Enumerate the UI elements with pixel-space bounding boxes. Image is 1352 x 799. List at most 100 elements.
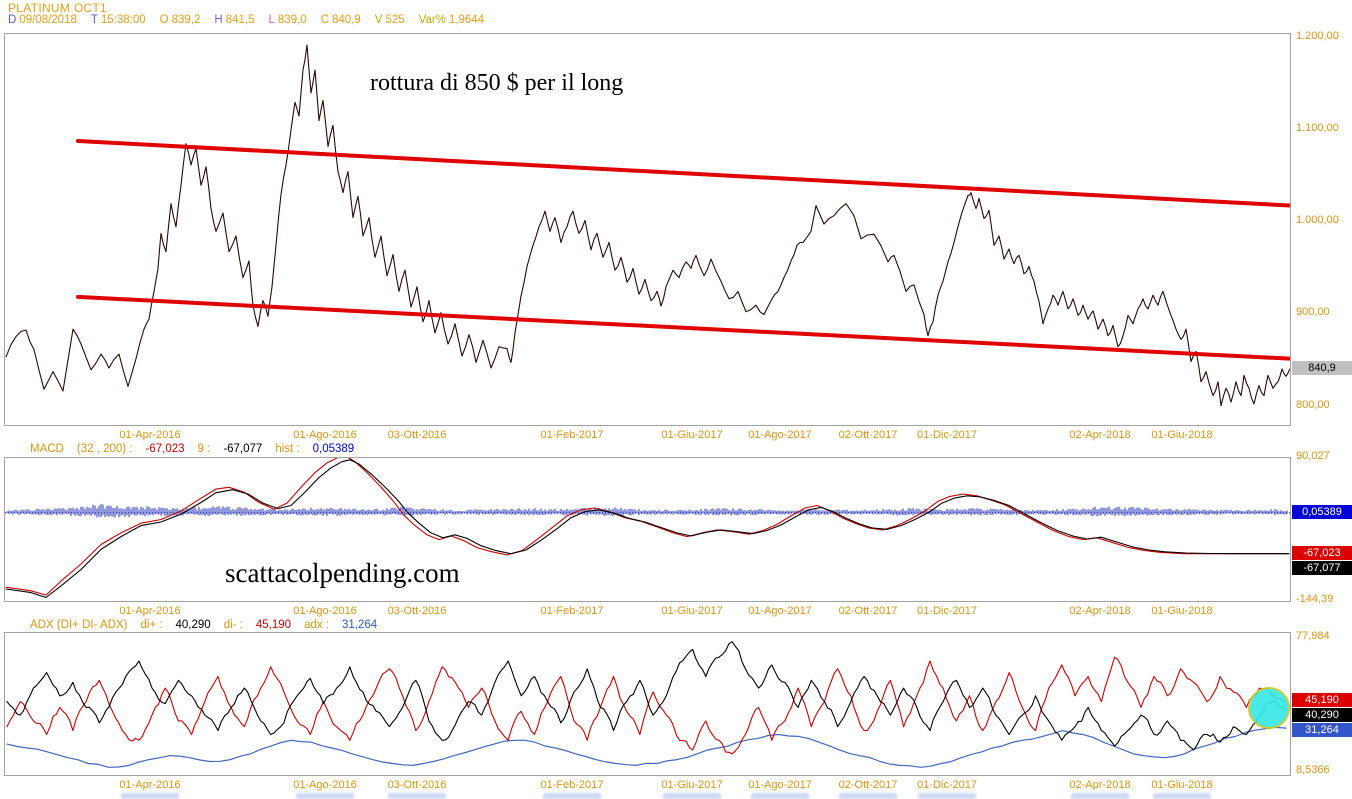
- x-axis-date-label: 01-Dic-2017: [917, 605, 977, 617]
- legend-item: -67,077: [223, 443, 263, 455]
- quote-field-t: T 15:38:00: [91, 14, 146, 26]
- quote-field-label: H: [214, 14, 223, 26]
- x-axis-date-label: 03-Ott-2016: [387, 605, 447, 617]
- quote-field-v: V 525: [375, 14, 405, 26]
- x-axis-date-label: 01-Giu-2018: [1151, 429, 1213, 441]
- legend-item: 0,05389: [312, 443, 355, 455]
- x-axis-date-label: 01-Feb-2017: [540, 429, 604, 441]
- quote-field-h: H 841,5: [214, 14, 254, 26]
- x-axis-date-label: 02-Ott-2017: [838, 779, 898, 791]
- y-axis-tick-label: 1.200,00: [1296, 29, 1339, 42]
- clipped-label-smudge: [1153, 793, 1211, 799]
- x-axis-date-label: 01-Ago-2016: [293, 429, 357, 441]
- y-axis-tick-label: 1.100,00: [1296, 121, 1339, 134]
- quote-field-value: 841,5: [225, 14, 255, 26]
- adx-chart-canvas[interactable]: [4, 632, 1291, 776]
- x-axis-date-label: 02-Ott-2017: [838, 429, 898, 441]
- y-axis-tick-label: -144,39: [1296, 592, 1334, 605]
- legend-item: (32 , 200) :: [76, 443, 133, 455]
- x-axis-date-label: 01-Giu-2018: [1151, 605, 1213, 617]
- series-line: [5, 458, 1290, 596]
- quote-field-l: L 839,0: [269, 14, 307, 26]
- quote-field-value: 1,9644: [448, 14, 485, 26]
- y-axis-tick-label: 800,00: [1296, 398, 1330, 411]
- series-line: [6, 656, 1287, 755]
- x-axis-date-label: 01-Ago-2016: [293, 779, 357, 791]
- clipped-label-smudge: [296, 793, 354, 799]
- x-axis-date-label: 01-Giu-2017: [661, 429, 723, 441]
- x-axis-date-label: 01-Apr-2016: [119, 605, 181, 617]
- clipped-label-smudge: [751, 793, 809, 799]
- x-axis-date-label: 02-Apr-2018: [1069, 605, 1131, 617]
- watermark-text: scattacolpending.com: [225, 558, 460, 588]
- price-chart-canvas[interactable]: [4, 33, 1291, 426]
- y-axis-tick-label: 1.000,00: [1296, 214, 1339, 227]
- quote-field-label: D: [8, 14, 17, 26]
- value-badge: -67,077: [1292, 560, 1352, 575]
- x-axis-date-label: 01-Feb-2017: [540, 779, 604, 791]
- quote-field-label: O: [159, 14, 169, 26]
- x-axis-date-label: 01-Giu-2017: [661, 605, 723, 617]
- legend-item: di- :: [223, 619, 243, 631]
- legend-item: 45,190: [255, 619, 292, 631]
- quote-field-value: 525: [385, 14, 405, 26]
- x-axis-date-label: 02-Apr-2018: [1069, 779, 1131, 791]
- series-line: [5, 459, 1290, 599]
- x-axis-date-label: 02-Ott-2017: [838, 605, 898, 617]
- x-axis-date-label: 01-Apr-2016: [119, 779, 181, 791]
- instrument-title: PLATINUM OCT1: [8, 1, 108, 15]
- quote-field-label: V: [374, 14, 383, 26]
- series-line: [5, 44, 1290, 407]
- legend-item: adx :: [304, 619, 329, 631]
- y-axis-tick-label: 77,984: [1296, 629, 1330, 642]
- clipped-label-smudge: [543, 793, 601, 799]
- x-axis-date-label: 01-Dic-2017: [917, 779, 977, 791]
- quote-field-value: 839,2: [171, 14, 201, 26]
- adx-legend: ADX (DI+ DI- ADX) di+ : 40,290 di- : 45,190 a…: [30, 619, 390, 631]
- y-axis-tick-label: 90,027: [1296, 450, 1330, 462]
- quote-field-d: D 09/08/2018: [8, 14, 77, 26]
- clipped-label-smudge: [121, 793, 179, 799]
- x-axis-date-label: 01-Ago-2017: [748, 605, 812, 617]
- x-axis-date-label: 03-Ott-2016: [387, 429, 447, 441]
- legend-item: 31,264: [342, 619, 378, 631]
- x-axis-date-label: 01-Feb-2017: [540, 605, 604, 617]
- legend-item: di+ :: [140, 619, 163, 631]
- clipped-label-smudge: [839, 793, 897, 799]
- quote-field-value: 840,9: [332, 14, 361, 26]
- clipped-label-smudge: [663, 793, 721, 799]
- y-axis-tick-label: 8,5366: [1296, 764, 1330, 777]
- value-badge: -67,023: [1292, 545, 1352, 560]
- legend-item: ADX (DI+ DI- ADX): [30, 619, 128, 631]
- x-axis-date-label: 01-Giu-2017: [661, 779, 723, 791]
- value-badge: 31,264: [1292, 723, 1352, 738]
- value-badge: 40,290: [1292, 708, 1352, 723]
- x-axis-date-label: 01-Apr-2016: [119, 429, 181, 441]
- x-axis-date-label: 01-Giu-2018: [1151, 779, 1213, 791]
- series-line: [6, 726, 1287, 768]
- macd-legend: MACD (32 , 200) : -67,023 9 : -67,077 hist : 0…: [30, 443, 367, 455]
- value-badge: 45,190: [1292, 693, 1352, 708]
- clipped-label-smudge: [388, 793, 446, 799]
- legend-item: MACD: [30, 443, 64, 455]
- quote-field-label: L: [268, 14, 275, 26]
- quote-field-value: 839,0: [277, 14, 307, 26]
- macd-chart-canvas[interactable]: [4, 457, 1291, 602]
- quote-field-var: Var% 1,9644: [419, 14, 484, 26]
- quote-bar: D 09/08/2018 T 15:38:00 O 839,2 H 841,5 L 839,0 C 8…: [8, 14, 498, 26]
- highlight-circle: [1248, 687, 1290, 729]
- clipped-label-smudge: [918, 793, 976, 799]
- value-badge: 0,05389: [1292, 504, 1352, 519]
- legend-item: 40,290: [175, 619, 211, 631]
- value-badge: 840,9: [1292, 360, 1352, 375]
- quote-field-value: 09/08/2018: [19, 14, 77, 26]
- legend-item: hist :: [275, 443, 300, 455]
- x-axis-date-label: 01-Ago-2016: [293, 605, 357, 617]
- quote-field-label: C: [320, 14, 329, 26]
- macd-histogram: [6, 503, 1288, 518]
- x-axis-date-label: 01-Ago-2017: [748, 779, 812, 791]
- upper-channel-line: [76, 139, 1290, 208]
- y-axis-tick-label: 900,00: [1296, 306, 1330, 319]
- x-axis-date-label: 01-Ago-2017: [748, 429, 812, 441]
- x-axis-date-label: 01-Dic-2017: [917, 429, 977, 441]
